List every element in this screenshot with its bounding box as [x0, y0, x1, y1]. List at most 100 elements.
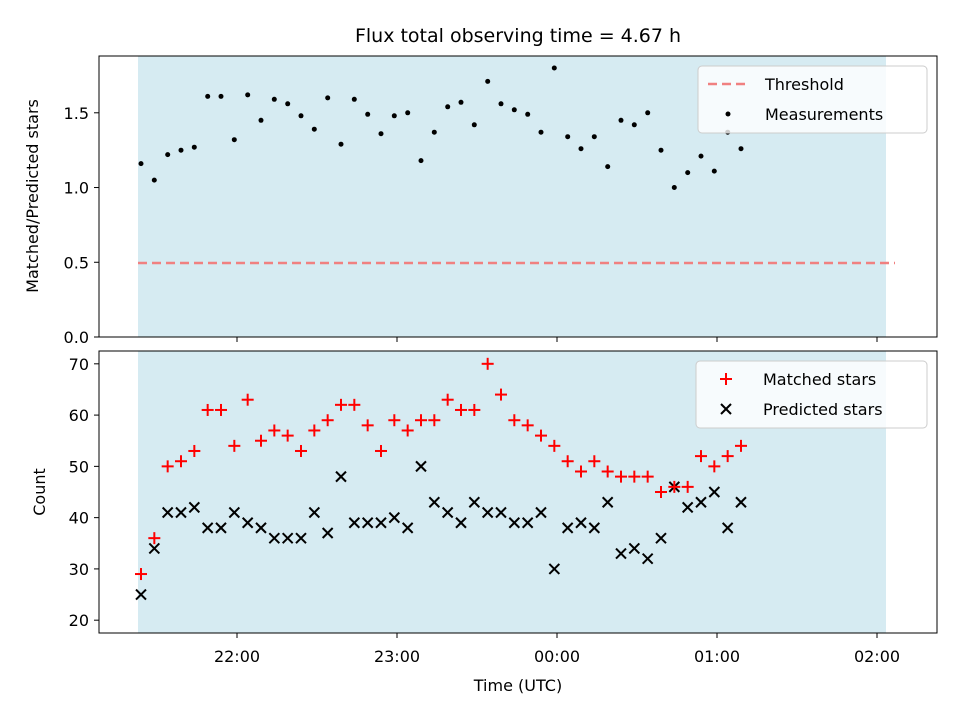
- top-y-ticks: 0.0 0.5 1.0 1.5: [64, 104, 99, 347]
- top-axes-frame: [98, 55, 938, 338]
- predicted-star-point: [148, 542, 161, 555]
- measurement-point: [311, 126, 317, 132]
- matched-star-point: [468, 403, 481, 416]
- matched-star-point: [428, 414, 441, 427]
- matched-star-point: [521, 419, 534, 432]
- predicted-star-point: [441, 506, 454, 519]
- predicted-star-point: [628, 542, 641, 555]
- measurement-point: [471, 122, 477, 128]
- measurement-point: [165, 152, 171, 158]
- measurement-point: [138, 161, 144, 167]
- matched-star-point: [508, 414, 521, 427]
- chart-title: Flux total observing time = 4.67 h: [355, 25, 681, 47]
- predicted-star-point: [521, 517, 534, 529]
- matched-star-point: [481, 357, 494, 370]
- predicted-star-point: [428, 496, 441, 508]
- matched-star-point: [721, 450, 734, 463]
- matched-star-point: [361, 419, 374, 432]
- bottom-y-tick-label: 30: [69, 560, 89, 579]
- bottom-y-tick-label: 40: [69, 509, 89, 528]
- measurement-point: [458, 99, 464, 105]
- matched-star-point: [228, 439, 241, 452]
- predicted-star-point: [615, 547, 627, 560]
- measurement-point: [245, 92, 251, 98]
- legend-measurements-label: Measurements: [765, 105, 883, 124]
- bottom-panel: 20 30 40 50 60 70 22:00 23:00 00:00 01:00 02:00 C…: [30, 350, 938, 695]
- measurement-point: [538, 129, 544, 135]
- matched-star-point: [215, 403, 227, 416]
- x-tick-label: 23:00: [374, 647, 420, 666]
- measurement-point: [565, 134, 571, 140]
- x-tick-label: 01:00: [694, 647, 740, 666]
- matched-star-point: [588, 455, 601, 468]
- top-y-tick-label: 1.5: [64, 104, 89, 123]
- measurement-point: [618, 117, 624, 123]
- legend-matched-swatch: [720, 373, 732, 385]
- predicted-star-point: [561, 522, 574, 534]
- bottom-x-ticks: 22:00 23:00 00:00 01:00 02:00: [214, 633, 900, 666]
- matched-star-point: [575, 465, 587, 478]
- predicted-star-point: [255, 522, 267, 534]
- predicted-star-point: [388, 511, 401, 524]
- measurement-point: [205, 93, 211, 99]
- predicted-star-point: [415, 460, 427, 473]
- measurement-point: [365, 111, 371, 117]
- matched-star-point: [321, 414, 334, 427]
- measurement-point: [378, 131, 384, 137]
- measurement-point: [231, 137, 237, 143]
- matched-star-point: [255, 434, 267, 447]
- measurement-point: [511, 107, 517, 113]
- predicted-star-point: [401, 522, 414, 534]
- matched-star-point: [681, 480, 694, 493]
- predicted-star-point: [495, 506, 507, 519]
- matched-star-point: [655, 486, 667, 498]
- predicted-star-point: [548, 563, 561, 575]
- x-axis-label: Time (UTC): [473, 676, 562, 695]
- predicted-star-point: [201, 522, 214, 534]
- legend-threshold-label: Threshold: [764, 75, 844, 94]
- matched-star-point: [535, 429, 547, 442]
- matched-star-point: [548, 439, 561, 452]
- matched-star-point: [695, 450, 707, 463]
- measurement-point: [191, 144, 197, 150]
- predicted-star-point: [135, 588, 147, 601]
- predicted-star-point: [161, 506, 174, 519]
- top-panel: 0.0 0.5 1.0 1.5 Matched/Predicted stars Thr…: [23, 55, 938, 347]
- measurement-point: [351, 96, 357, 102]
- bottom-axes-frame: [98, 350, 938, 634]
- x-tick-label: 02:00: [854, 647, 900, 666]
- matched-star-point: [628, 470, 641, 483]
- predicted-star-point: [735, 496, 747, 508]
- predicted-star-point: [481, 506, 494, 519]
- measurement-point: [285, 101, 291, 107]
- measurement-point: [551, 65, 557, 71]
- measurement-point: [298, 113, 304, 119]
- measurement-point: [271, 96, 277, 102]
- legend-predicted-swatch: [720, 403, 732, 415]
- matched-star-point: [201, 403, 214, 416]
- matched-star-point: [641, 470, 654, 483]
- measurement-point: [338, 141, 344, 147]
- predicted-star-point: [681, 501, 694, 514]
- matched-star-point: [148, 532, 161, 545]
- predicted-star-point: [695, 496, 707, 508]
- matched-star-point: [241, 393, 254, 406]
- matched-star-point: [295, 444, 307, 457]
- bottom-y-tick-label: 50: [69, 457, 89, 476]
- measurement-point: [605, 164, 611, 170]
- matched-star-point: [188, 444, 201, 457]
- measurement-point: [431, 129, 437, 135]
- predicted-star-point: [575, 517, 587, 529]
- matched-star-point: [348, 398, 361, 411]
- matched-star-point: [615, 470, 627, 483]
- top-y-tick-label: 0.0: [64, 328, 89, 347]
- measurement-point: [498, 101, 504, 107]
- measurement-point: [631, 122, 637, 128]
- bottom-y-tick-label: 60: [69, 406, 89, 425]
- measurement-points: [138, 65, 744, 190]
- top-legend-box: [697, 65, 928, 134]
- measurement-point: [711, 168, 717, 174]
- measurement-point: [485, 78, 491, 84]
- x-tick-label: 00:00: [534, 647, 580, 666]
- predicted-star-point: [241, 517, 254, 529]
